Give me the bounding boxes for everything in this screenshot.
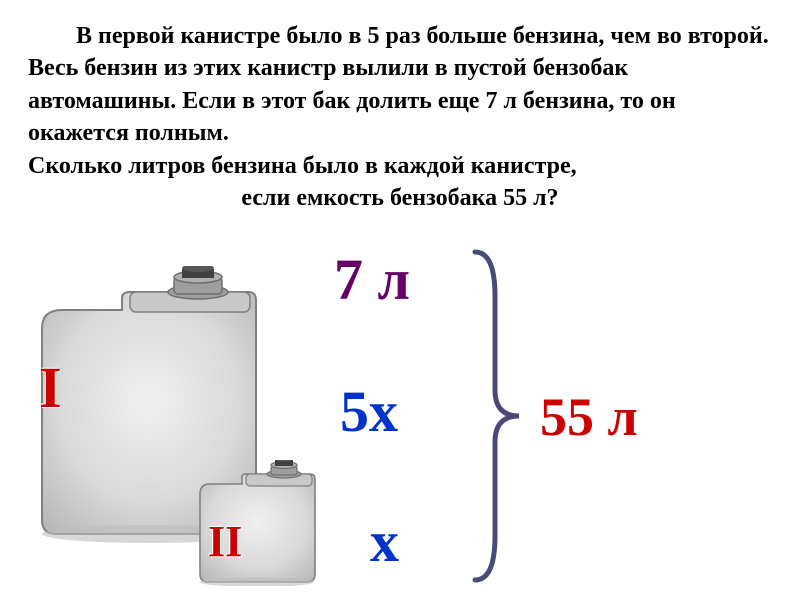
extra-volume-label: 7 л <box>334 246 410 313</box>
problem-paragraph: В первой канистре было в 5 раз больше бе… <box>28 20 772 150</box>
question-line1: Сколько литров бензина было в каждой кан… <box>28 150 772 182</box>
problem-text: В первой канистре было в 5 раз больше бе… <box>0 0 800 214</box>
total-volume-label: 55 л <box>540 386 638 448</box>
question-line2: если емкость бензобака 55 л? <box>28 182 772 214</box>
brace-icon <box>465 246 525 586</box>
first-canister-expression: 5x <box>340 378 398 445</box>
canister-1-label: I <box>39 354 62 421</box>
canister-2-label: II <box>208 516 242 567</box>
diagram-area: I II 7 л 5x x 55 л <box>0 230 800 600</box>
second-canister-expression: x <box>370 508 399 575</box>
